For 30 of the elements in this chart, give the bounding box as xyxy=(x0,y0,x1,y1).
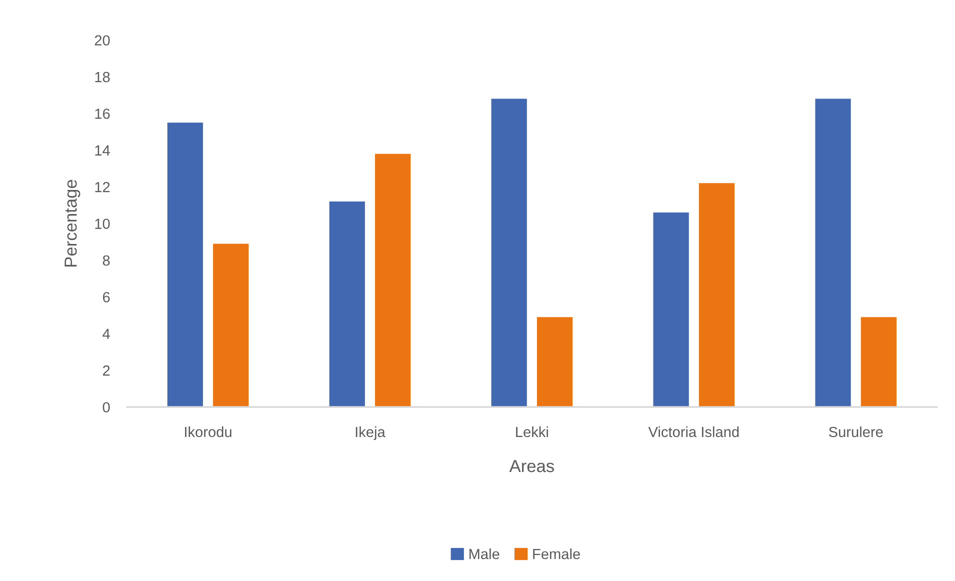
legend-label: Male xyxy=(469,548,500,560)
bar xyxy=(860,317,897,407)
x-axis-title: Areas xyxy=(509,460,554,472)
bar xyxy=(329,202,365,407)
x-tick-label: Ikorodu xyxy=(185,426,232,438)
legend-label: Female xyxy=(533,548,580,560)
x-tick-label: Surulere xyxy=(828,426,883,438)
x-tick-label: Ikeja xyxy=(356,426,386,440)
y-tick-label: 6 xyxy=(102,292,110,302)
y-tick-label: 14 xyxy=(95,145,110,156)
bar xyxy=(536,317,573,407)
bar xyxy=(213,244,249,407)
bar xyxy=(698,183,735,407)
y-tick-label: 2 xyxy=(102,365,110,376)
y-tick-label: 10 xyxy=(95,218,110,229)
y-tick-label: 20 xyxy=(94,35,110,46)
x-tick-label: Lekki xyxy=(516,426,548,438)
y-tick-label: 4 xyxy=(102,328,110,339)
bar xyxy=(491,98,527,407)
y-tick-label: 8 xyxy=(102,255,110,266)
y-tick-label: 12 xyxy=(95,182,110,192)
y-tick-label: 18 xyxy=(95,72,110,82)
bar xyxy=(653,212,689,407)
y-tick-label: 16 xyxy=(95,108,110,119)
bar xyxy=(815,98,851,407)
bar xyxy=(167,122,203,407)
y-tick-label: 0 xyxy=(102,402,110,412)
bar xyxy=(374,154,411,407)
y-axis-title: Percentage xyxy=(64,180,80,267)
x-tick-label: Victoria Island xyxy=(648,426,739,438)
